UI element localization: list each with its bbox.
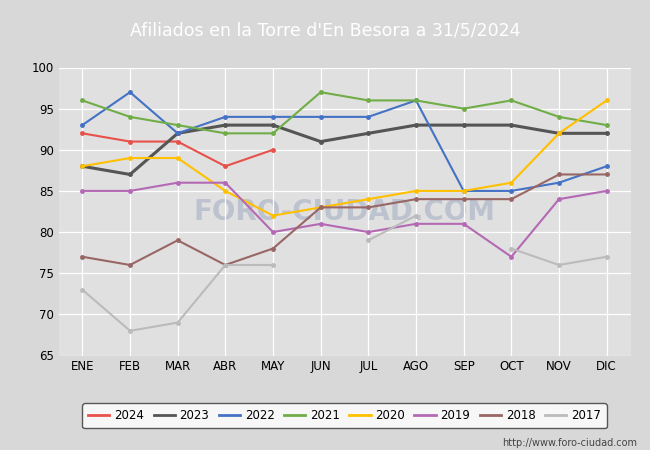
Legend: 2024, 2023, 2022, 2021, 2020, 2019, 2018, 2017: 2024, 2023, 2022, 2021, 2020, 2019, 2018…	[83, 403, 606, 428]
Text: FORO-CIUDAD.COM: FORO-CIUDAD.COM	[194, 198, 495, 225]
Text: http://www.foro-ciudad.com: http://www.foro-ciudad.com	[502, 438, 637, 448]
Text: Afiliados en la Torre d'En Besora a 31/5/2024: Afiliados en la Torre d'En Besora a 31/5…	[130, 22, 520, 40]
